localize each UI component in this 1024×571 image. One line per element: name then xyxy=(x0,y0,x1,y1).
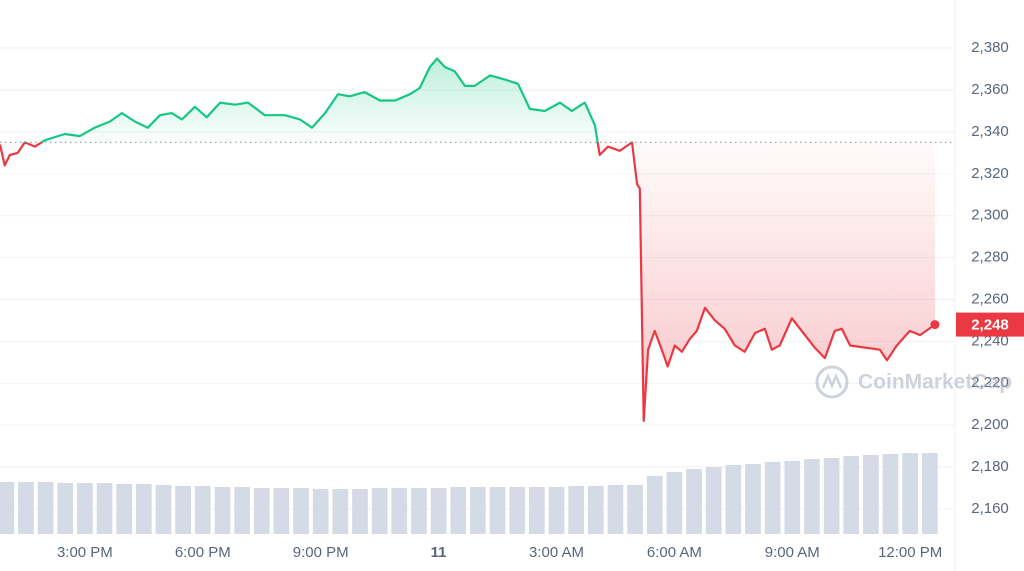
volume-bar xyxy=(273,488,290,534)
volume-bar xyxy=(175,486,191,534)
volume-bar xyxy=(843,456,860,534)
x-tick-label: 3:00 PM xyxy=(57,544,113,561)
y-tick-label: 2,360 xyxy=(971,81,1009,98)
volume-bar xyxy=(450,487,467,534)
volume-bar xyxy=(352,489,368,534)
volume-bar xyxy=(470,487,486,534)
volume-bar xyxy=(686,469,702,534)
watermark-logo-mark xyxy=(821,372,843,390)
volume-bar xyxy=(0,482,15,534)
volume-bar xyxy=(371,488,388,534)
x-tick-label: 3:00 AM xyxy=(529,544,584,561)
volume-bar xyxy=(784,461,801,534)
watermark: CoinMarketCap xyxy=(815,365,1012,399)
volume-bar xyxy=(509,487,526,534)
volume-bar xyxy=(37,482,54,534)
x-tick-label: 9:00 PM xyxy=(293,544,349,561)
y-tick-label: 2,200 xyxy=(971,416,1009,433)
volume-bar xyxy=(882,454,899,534)
y-tick-label: 2,180 xyxy=(971,458,1009,475)
volume-bar xyxy=(155,485,172,534)
x-tick-label: 6:00 PM xyxy=(175,544,231,561)
volume-bar xyxy=(293,488,309,534)
volume-bar xyxy=(705,467,722,534)
volume-bar xyxy=(725,465,742,534)
x-tick-label: 9:00 AM xyxy=(765,544,820,561)
volume-bar xyxy=(391,488,408,534)
x-tick-label: 11 xyxy=(431,544,447,561)
volume-bar xyxy=(921,453,938,534)
y-tick-label: 2,280 xyxy=(971,249,1009,266)
y-tick-label: 2,160 xyxy=(971,500,1009,517)
watermark-logo xyxy=(815,365,849,399)
volume-bar xyxy=(332,489,349,534)
y-tick-label: 2,380 xyxy=(971,39,1009,56)
x-tick-label: 12:00 PM xyxy=(878,544,942,561)
y-tick-label: 2,220 xyxy=(971,374,1009,391)
volume-bar xyxy=(745,464,761,534)
volume-bar xyxy=(804,459,820,534)
y-tick-label: 2,340 xyxy=(971,123,1009,140)
x-tick-label: 6:00 AM xyxy=(647,544,702,561)
volume-bar xyxy=(234,487,250,534)
volume-bar xyxy=(77,483,93,534)
volume-bar xyxy=(135,484,152,534)
volume-bar xyxy=(568,486,585,534)
volume-bar xyxy=(489,487,506,534)
volume-bar xyxy=(863,455,879,534)
volume-bar xyxy=(430,488,447,534)
volume-bar xyxy=(764,462,781,534)
volume-bar xyxy=(96,483,113,534)
volume-bar xyxy=(587,486,604,534)
price-line xyxy=(0,57,936,422)
last-point xyxy=(930,320,940,330)
volume-bar xyxy=(823,458,840,534)
volume-bar xyxy=(18,482,34,534)
volume-bar xyxy=(214,487,231,534)
volume-bar xyxy=(312,489,329,534)
volume-bar xyxy=(666,472,683,534)
volume-bar xyxy=(411,488,427,534)
watermark-text: CoinMarketCap xyxy=(858,371,1012,394)
y-tick-label: 2,320 xyxy=(971,165,1009,182)
price-tag-label: 2,248 xyxy=(971,317,1009,334)
volume-bar xyxy=(57,483,74,534)
volume-bar xyxy=(627,485,643,534)
volume-bar xyxy=(902,453,919,534)
volume-bar xyxy=(548,487,565,534)
volume-bar xyxy=(646,476,663,534)
y-tick-label: 2,300 xyxy=(971,207,1009,224)
volume-bar xyxy=(528,487,545,534)
volume-bar xyxy=(194,486,211,534)
price-area xyxy=(0,58,935,421)
volume-bar xyxy=(253,488,270,534)
volume-bar xyxy=(116,484,133,534)
y-tick-label: 2,260 xyxy=(971,290,1009,307)
volume-bar xyxy=(607,485,624,534)
price-tag xyxy=(956,312,1024,337)
